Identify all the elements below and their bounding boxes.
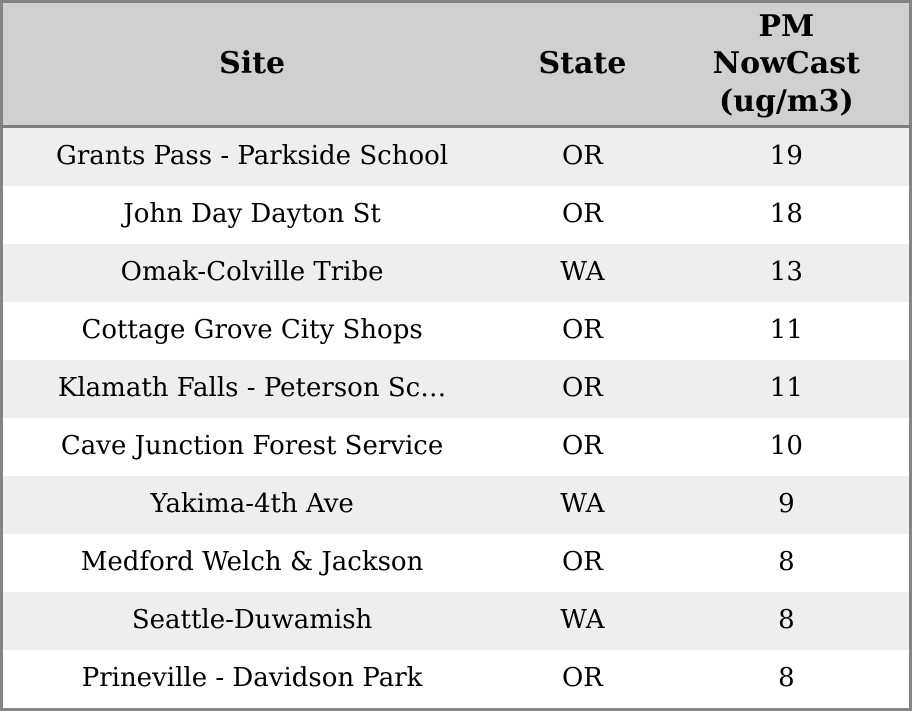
state-cell: WA xyxy=(560,257,605,288)
column-header-pm-nowcast[interactable]: PM NowCast (ug/m3) xyxy=(663,1,911,128)
pm-value-cell: 18 xyxy=(769,199,803,230)
site-cell: Yakima-4th Ave xyxy=(150,489,354,520)
site-cell: John Day Dayton St xyxy=(123,199,381,230)
column-header-state[interactable]: State xyxy=(501,1,664,128)
table-row[interactable]: Omak-Colville Tribe WA 13 xyxy=(1,244,911,302)
state-cell: OR xyxy=(561,315,603,346)
pm-value-cell: 8 xyxy=(778,547,795,578)
table-row[interactable]: Grants Pass - Parkside School OR 19 xyxy=(1,126,911,186)
site-cell: Klamath Falls - Peterson Sc… xyxy=(57,373,447,404)
table-row[interactable]: Prineville - Davidson Park OR 8 xyxy=(1,650,911,710)
site-cell: Grants Pass - Parkside School xyxy=(56,141,449,172)
table-row[interactable]: John Day Dayton St OR 18 xyxy=(1,186,911,244)
table-row[interactable]: Klamath Falls - Peterson Sc… OR 11 xyxy=(1,360,911,418)
pm-value-cell: 8 xyxy=(778,605,795,636)
pm-value-cell: 19 xyxy=(769,141,803,172)
pm-value-cell: 9 xyxy=(778,489,795,520)
pm-value-cell: 11 xyxy=(769,373,803,404)
state-cell: OR xyxy=(561,431,603,462)
table-row[interactable]: Cave Junction Forest Service OR 10 xyxy=(1,418,911,476)
table-row[interactable]: Yakima-4th Ave WA 9 xyxy=(1,476,911,534)
site-cell: Cave Junction Forest Service xyxy=(60,431,444,462)
state-cell: WA xyxy=(560,489,605,520)
site-cell: Medford Welch & Jackson xyxy=(80,547,424,578)
column-header-site[interactable]: Site xyxy=(1,1,502,128)
site-cell: Prineville - Davidson Park xyxy=(81,663,423,694)
state-cell: OR xyxy=(561,663,603,694)
site-cell: Omak-Colville Tribe xyxy=(120,257,384,288)
pm-value-cell: 10 xyxy=(769,431,803,462)
table-body: Grants Pass - Parkside School OR 19 John… xyxy=(1,126,911,710)
table-header: Site State PM NowCast (ug/m3) xyxy=(1,1,911,128)
pm-value-cell: 11 xyxy=(769,315,803,346)
state-cell: OR xyxy=(561,373,603,404)
state-cell: OR xyxy=(561,199,603,230)
table-row[interactable]: Cottage Grove City Shops OR 11 xyxy=(1,302,911,360)
pm-value-cell: 8 xyxy=(778,663,795,694)
pm-value-cell: 13 xyxy=(769,257,803,288)
state-cell: OR xyxy=(561,141,603,172)
state-cell: OR xyxy=(561,547,603,578)
state-cell: WA xyxy=(560,605,605,636)
table-row[interactable]: Medford Welch & Jackson OR 8 xyxy=(1,534,911,592)
site-cell: Cottage Grove City Shops xyxy=(81,315,423,346)
site-cell: Seattle-Duwamish xyxy=(131,605,373,636)
table-row[interactable]: Seattle-Duwamish WA 8 xyxy=(1,592,911,650)
header-row: Site State PM NowCast (ug/m3) xyxy=(1,1,911,128)
